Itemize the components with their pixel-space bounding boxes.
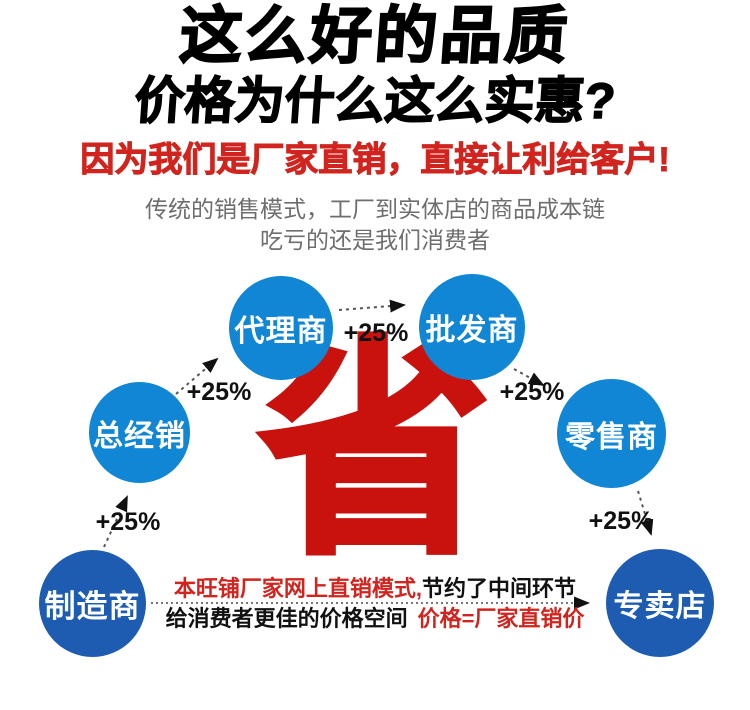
- node-manufacturer: 制造商: [39, 550, 146, 657]
- markup-label-2: +25%: [186, 378, 252, 406]
- node-manufacturer-label: 制造商: [44, 589, 141, 624]
- node-store: 专卖店: [606, 549, 714, 657]
- footer-line2-red: 价格=厂家直销价: [417, 606, 585, 631]
- markup-label-1: +25%: [95, 508, 161, 536]
- node-retailer-label: 零售商: [565, 420, 658, 454]
- markup-label-5: +25%: [588, 507, 654, 535]
- node-distributor-label: 总经销: [93, 419, 186, 453]
- subtext-line1: 传统的销售模式，工厂到实体店的商品成本链: [145, 196, 605, 222]
- node-agent-label: 代理商: [234, 315, 328, 348]
- footer-line2-black: 给消费者更佳的价格空间: [165, 606, 408, 631]
- footer-line1: 本旺铺厂家网上直销模式,节约了中间环节: [0, 576, 750, 602]
- node-wholesaler: 批发商: [419, 274, 525, 380]
- subtext-block: 传统的销售模式，工厂到实体店的商品成本链 吃亏的还是我们消费者: [0, 194, 750, 256]
- node-retailer: 零售商: [557, 379, 666, 488]
- markup-label-3: +25%: [343, 319, 409, 347]
- footer-line2: 给消费者更佳的价格空间 价格=厂家直销价: [0, 606, 750, 632]
- node-distributor: 总经销: [89, 382, 190, 483]
- subtext-line2: 吃亏的还是我们消费者: [260, 227, 490, 253]
- main-title: 这么好的品质: [177, 1, 574, 72]
- arrow-agent-to-wholesaler: [338, 299, 406, 313]
- subtitle: 价格为什么这么实惠?: [132, 72, 618, 130]
- red-headline: 因为我们是厂家直销，直接让利给客户!: [80, 141, 670, 180]
- footer-line1-black: 节约了中间环节: [422, 576, 577, 601]
- node-agent: 代理商: [229, 276, 333, 380]
- node-wholesaler-label: 批发商: [425, 314, 519, 347]
- footer-line1-red: 本旺铺厂家网上直销模式,: [173, 576, 423, 601]
- markup-label-4: +25%: [499, 378, 565, 406]
- node-store-label: 专卖店: [613, 590, 707, 623]
